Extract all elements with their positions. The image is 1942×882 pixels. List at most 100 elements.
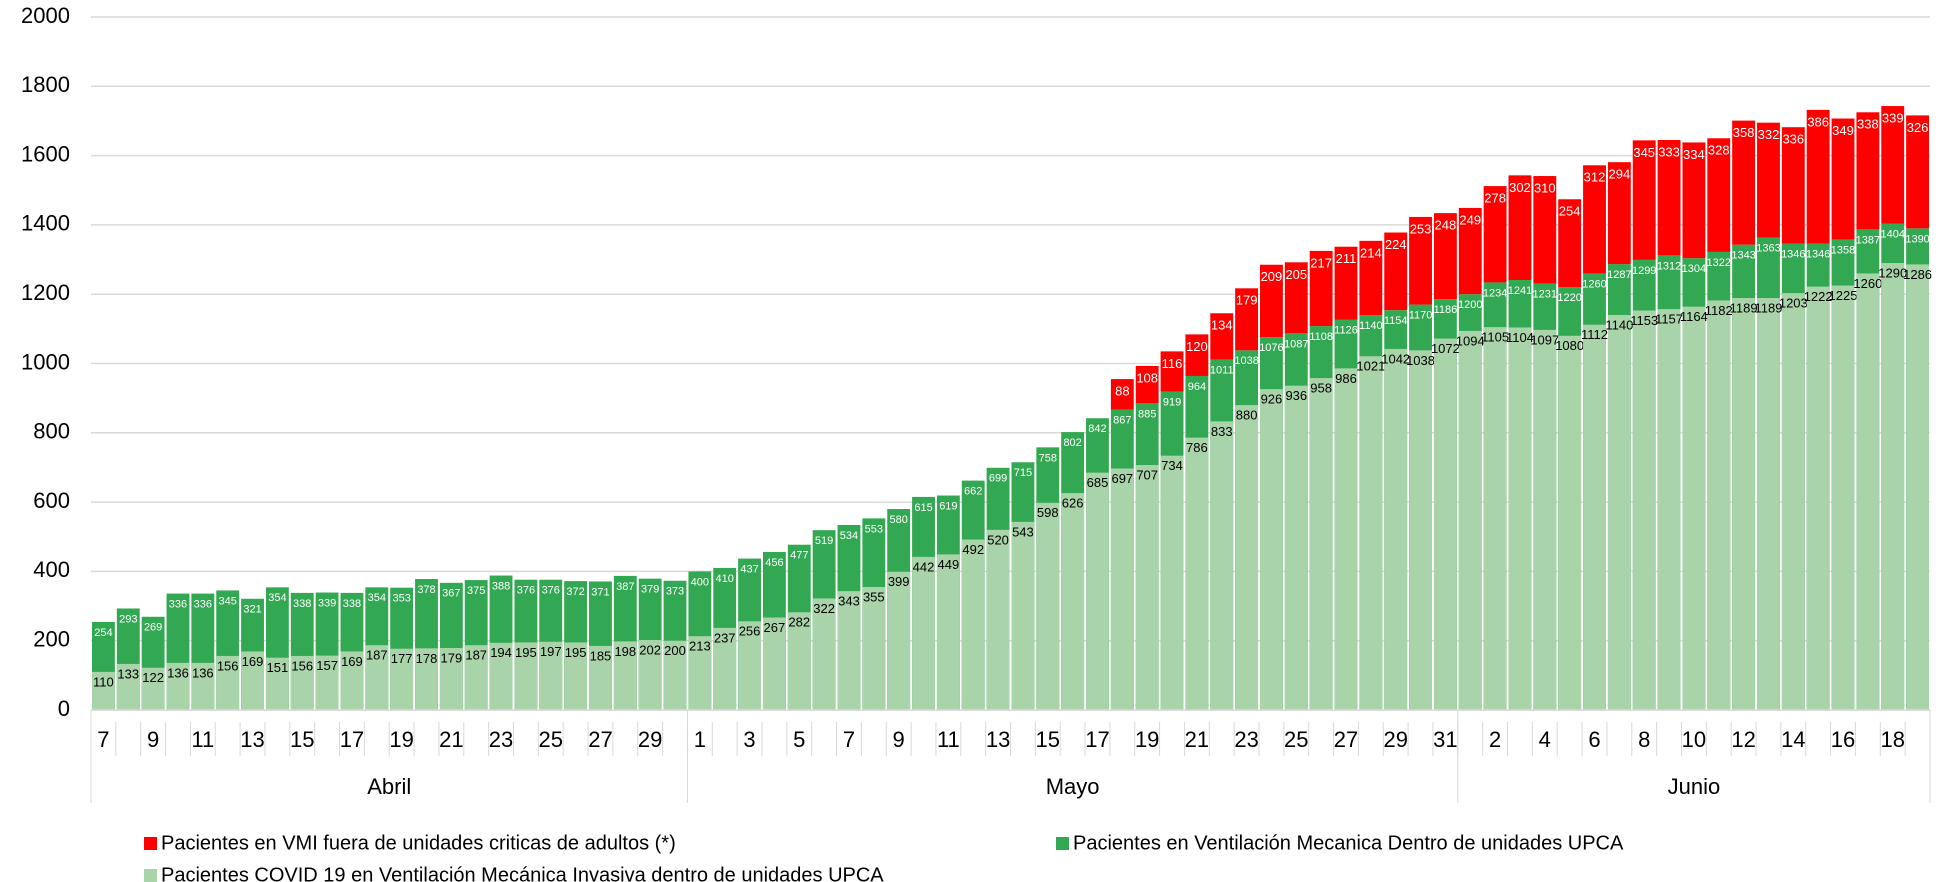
bar bbox=[738, 621, 761, 710]
bar bbox=[762, 617, 786, 710]
data-label: 177 bbox=[391, 651, 413, 666]
x-tick-label: 8 bbox=[1638, 727, 1650, 752]
data-label: 375 bbox=[467, 585, 485, 597]
data-label: 520 bbox=[987, 532, 1009, 547]
data-label: 269 bbox=[144, 622, 162, 634]
bar bbox=[1160, 351, 1184, 392]
bar bbox=[1732, 298, 1756, 710]
data-label: 328 bbox=[1708, 143, 1730, 158]
x-tick-label: 31 bbox=[1433, 727, 1457, 752]
data-label: 626 bbox=[1062, 496, 1084, 511]
data-label: 885 bbox=[1138, 408, 1156, 420]
data-label: 958 bbox=[1310, 380, 1332, 395]
data-label: 1390 bbox=[1905, 233, 1929, 245]
data-label: 437 bbox=[740, 563, 758, 575]
data-label: 833 bbox=[1211, 424, 1233, 439]
data-label: 294 bbox=[1609, 167, 1631, 182]
bar bbox=[315, 655, 339, 710]
data-label: 1105 bbox=[1481, 330, 1509, 345]
bar bbox=[1856, 112, 1880, 230]
bar bbox=[936, 554, 960, 710]
bar bbox=[564, 642, 588, 710]
data-label: 758 bbox=[1039, 452, 1057, 464]
bar bbox=[1011, 521, 1035, 710]
data-label: 349 bbox=[1832, 123, 1854, 138]
data-label: 293 bbox=[119, 613, 137, 625]
bar bbox=[1235, 405, 1259, 710]
bar bbox=[688, 636, 712, 710]
legend-label: Pacientes en Ventilación Mecanica Dentro… bbox=[1073, 832, 1624, 854]
x-tick-label: 15 bbox=[290, 727, 314, 752]
data-label: 697 bbox=[1111, 471, 1133, 486]
bar bbox=[1334, 246, 1358, 320]
data-label: 449 bbox=[938, 557, 960, 572]
data-label: 194 bbox=[490, 645, 512, 660]
data-label: 399 bbox=[888, 574, 910, 589]
data-label: 136 bbox=[192, 665, 214, 680]
x-tick-label: 17 bbox=[340, 727, 364, 752]
x-tick-label: 5 bbox=[793, 727, 805, 752]
data-label: 964 bbox=[1188, 381, 1206, 393]
bar bbox=[1483, 186, 1507, 283]
x-tick-label: 27 bbox=[588, 727, 612, 752]
data-label: 699 bbox=[989, 473, 1007, 485]
x-tick-label: 23 bbox=[489, 727, 513, 752]
bar bbox=[1409, 350, 1432, 710]
data-label: 734 bbox=[1161, 458, 1183, 473]
data-label: 179 bbox=[440, 650, 462, 665]
data-label: 1222 bbox=[1804, 289, 1833, 304]
data-label: 355 bbox=[863, 589, 885, 604]
data-label: 157 bbox=[316, 658, 338, 673]
y-tick-label: 2000 bbox=[21, 3, 70, 28]
x-tick-label: 7 bbox=[97, 727, 109, 752]
bar bbox=[1458, 207, 1482, 295]
data-label: 1234 bbox=[1483, 287, 1507, 299]
data-label: 1108 bbox=[1309, 331, 1333, 343]
bar bbox=[489, 642, 513, 710]
data-label: 387 bbox=[616, 581, 634, 593]
bar bbox=[1185, 334, 1209, 376]
legend-swatch bbox=[144, 837, 157, 850]
bar bbox=[1632, 310, 1656, 710]
x-tick-label: 19 bbox=[389, 727, 413, 752]
data-label: 1220 bbox=[1557, 292, 1581, 304]
data-label: 1287 bbox=[1607, 269, 1631, 281]
bar bbox=[1657, 140, 1681, 256]
data-label: 598 bbox=[1037, 505, 1059, 520]
bar bbox=[1881, 106, 1905, 224]
bar bbox=[1185, 437, 1209, 710]
data-label: 1038 bbox=[1234, 355, 1258, 367]
data-label: 179 bbox=[1236, 293, 1258, 308]
data-label: 1189 bbox=[1754, 300, 1782, 315]
data-label: 345 bbox=[219, 595, 237, 607]
y-tick-label: 400 bbox=[33, 557, 70, 582]
bar bbox=[862, 586, 886, 710]
data-label: 615 bbox=[914, 502, 932, 514]
bar bbox=[1284, 385, 1308, 710]
data-label: 187 bbox=[366, 648, 388, 663]
data-label: 1164 bbox=[1680, 309, 1708, 324]
bar bbox=[1260, 389, 1283, 710]
group-label: Mayo bbox=[1046, 774, 1100, 799]
data-label: 1021 bbox=[1356, 359, 1385, 374]
bar bbox=[638, 640, 662, 710]
bar bbox=[1135, 465, 1159, 710]
bar bbox=[837, 591, 861, 710]
data-label: 338 bbox=[343, 598, 361, 610]
data-label: 353 bbox=[392, 593, 410, 605]
data-label: 209 bbox=[1261, 269, 1283, 284]
data-label: 386 bbox=[1807, 114, 1829, 129]
bar bbox=[1409, 216, 1432, 305]
bar bbox=[663, 640, 687, 710]
data-label: 254 bbox=[1559, 204, 1581, 219]
bar bbox=[1856, 273, 1880, 710]
data-label: 156 bbox=[217, 658, 239, 673]
x-tick-label: 23 bbox=[1234, 727, 1258, 752]
data-label: 936 bbox=[1285, 388, 1307, 403]
data-label: 376 bbox=[542, 585, 560, 597]
bar bbox=[265, 657, 289, 710]
data-label: 580 bbox=[889, 514, 907, 526]
data-label: 336 bbox=[1782, 132, 1804, 147]
data-label: 543 bbox=[1012, 524, 1034, 539]
